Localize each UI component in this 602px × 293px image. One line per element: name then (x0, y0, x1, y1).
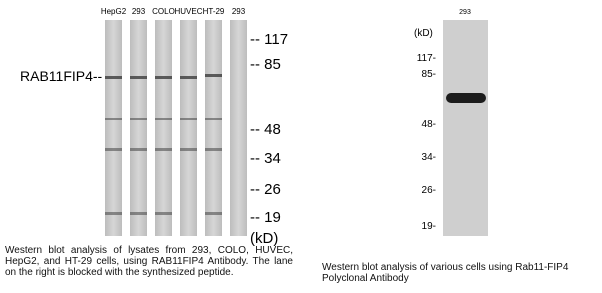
marker-label: 117- (417, 53, 436, 64)
lane-label: HUVEC (174, 7, 202, 16)
marker-label: -- 19 (250, 209, 281, 226)
lane-label: HepG2 (101, 7, 127, 16)
lane (230, 20, 247, 236)
band (105, 118, 122, 120)
band (180, 148, 197, 151)
band (205, 212, 222, 215)
marker-label: 19- (422, 221, 436, 232)
lane-label: COLO (152, 7, 175, 16)
right-caption: Western blot analysis of various cells u… (322, 262, 602, 284)
target-label: RAB11FIP4-- (20, 68, 103, 84)
lane (105, 20, 122, 236)
lane-label: 293 (232, 7, 246, 16)
band (155, 76, 172, 79)
band (155, 148, 172, 151)
band (205, 148, 222, 151)
right-lane-label: 293 (459, 9, 471, 16)
marker-label: 34- (422, 152, 436, 163)
right-band (446, 93, 486, 103)
marker-label: -- 117 (250, 31, 288, 48)
band (105, 148, 122, 151)
page: HepG2 293 COLOHUVECHT-29 293 RAB11FIP4-- --… (0, 0, 602, 293)
band (205, 118, 222, 120)
band (130, 148, 147, 151)
band (130, 76, 147, 79)
band (205, 74, 222, 77)
band (105, 76, 122, 79)
band (180, 118, 197, 120)
lane-label: HT-29 (203, 7, 225, 16)
band (155, 212, 172, 215)
band (130, 212, 147, 215)
lane-label: 293 (132, 7, 146, 16)
right-markers: 117- 85- 48- 34- 26- 19- (417, 53, 436, 232)
band (155, 118, 172, 120)
lane (180, 20, 197, 236)
band (180, 76, 197, 79)
left-caption: Western blot analysis of lysates from 29… (5, 245, 293, 278)
right-unit: (kD) (414, 28, 433, 39)
marker-label: -- 34 (250, 150, 281, 167)
marker-label: -- 48 (250, 121, 281, 138)
marker-label: -- 26 (250, 181, 281, 198)
lane (155, 20, 172, 236)
band (105, 212, 122, 215)
lane (130, 20, 147, 236)
marker-label: 26- (422, 185, 436, 196)
band (130, 118, 147, 120)
marker-label: 85- (422, 69, 436, 80)
right-lane (443, 20, 488, 236)
marker-label: -- 85 (250, 56, 281, 73)
lane (205, 20, 222, 236)
left-markers: -- 117 -- 85 -- 48 -- 34 -- 26 -- 19 (250, 31, 288, 226)
marker-label: 48- (422, 119, 436, 130)
